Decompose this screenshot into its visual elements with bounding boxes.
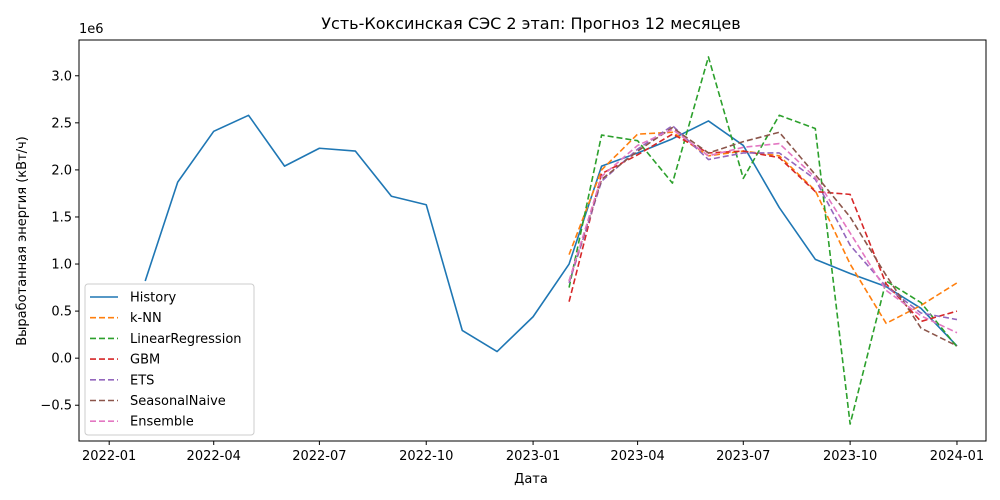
legend-label-ensemble: Ensemble — [130, 415, 194, 430]
y-tick-label: 0.0 — [51, 352, 72, 367]
x-tick-label: 2022-07 — [292, 449, 346, 464]
y-tick-label: 0.5 — [51, 305, 72, 320]
legend-label-linearregression: LinearRegression — [130, 332, 242, 347]
plot-area — [144, 56, 958, 425]
x-tick-label: 2022-04 — [187, 449, 241, 464]
series-line-ensemble — [568, 128, 958, 334]
legend-label-seasonalnaive: SeasonalNaive — [130, 394, 226, 409]
x-axis-title: Дата — [514, 472, 548, 487]
x-tick-label: 2023-01 — [506, 449, 560, 464]
x-tick-label: 2023-07 — [716, 449, 770, 464]
legend-label-gbm: GBM — [130, 353, 160, 368]
y-tick-label: 1.5 — [51, 210, 72, 225]
y-tick-label: 2.5 — [51, 116, 72, 131]
y-tick-label: 2.0 — [51, 163, 72, 178]
legend-label-ets: ETS — [130, 373, 154, 388]
series-line-seasonalnaive — [568, 126, 958, 347]
x-tick-label: 2024-01 — [930, 449, 984, 464]
y-tick-label: 1.0 — [51, 258, 72, 273]
y-tick-label: 3.0 — [51, 69, 72, 84]
legend-label-history: History — [130, 291, 177, 306]
series-line-history — [144, 114, 958, 353]
x-tick-label: 2023-04 — [610, 449, 664, 464]
y-offset-label: 1e6 — [79, 22, 104, 37]
series-line-ets — [568, 124, 958, 321]
legend-box — [84, 283, 255, 436]
series-line-linearregression — [568, 56, 958, 425]
x-tick-label: 2022-01 — [82, 449, 136, 464]
axes: 2022-01 2022-04 2022-07 2022-10 2023-01 2023-… — [40, 39, 987, 464]
y-tick-label: −0.5 — [40, 399, 72, 414]
legend-label-k-nn: k-NN — [130, 311, 162, 326]
axes-frame — [78, 39, 987, 442]
legend: History k-NN LinearRegression GBM ETS Seasona… — [84, 283, 255, 436]
chart-title: Усть-Коксинская СЭС 2 этап: Прогноз 12 м… — [321, 14, 740, 33]
x-tick-label: 2023-10 — [823, 449, 877, 464]
x-tick-label: 2022-10 — [399, 449, 453, 464]
y-axis-title: Выработанная энергия (кВт/ч) — [15, 136, 30, 346]
